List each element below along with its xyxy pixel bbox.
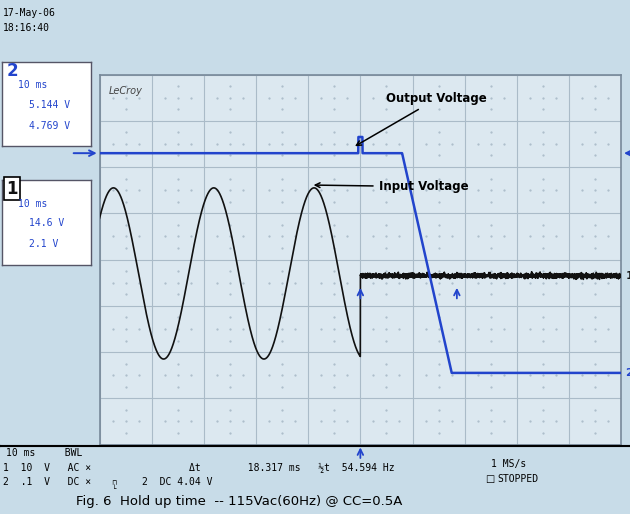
- Text: 17-May-06: 17-May-06: [3, 8, 56, 17]
- Text: 2  .1  V   DC ×: 2 .1 V DC ×: [3, 477, 91, 487]
- Text: 2: 2: [6, 62, 18, 80]
- Text: □: □: [485, 474, 495, 484]
- Text: Fig. 6  Hold up time  -- 115Vac(60Hz) @ CC=0.5A: Fig. 6 Hold up time -- 115Vac(60Hz) @ CC…: [76, 495, 403, 508]
- Text: LeCroy: LeCroy: [109, 86, 143, 96]
- Text: Output Voltage: Output Voltage: [357, 93, 487, 145]
- Text: 18:16:40: 18:16:40: [3, 23, 50, 33]
- Text: Δt        18.317 ms   ½t  54.594 Hz: Δt 18.317 ms ½t 54.594 Hz: [189, 463, 394, 472]
- Text: 10 ms     BWL: 10 ms BWL: [6, 448, 83, 458]
- Text: 2.1 V: 2.1 V: [29, 240, 58, 249]
- Text: Input Voltage: Input Voltage: [315, 180, 468, 193]
- Text: 2: 2: [626, 368, 630, 378]
- Text: 1 MS/s: 1 MS/s: [491, 459, 527, 469]
- Text: 5.144 V: 5.144 V: [29, 100, 70, 110]
- Text: 14.6 V: 14.6 V: [29, 218, 64, 228]
- Text: 1: 1: [626, 271, 630, 281]
- Text: STOPPED: STOPPED: [498, 474, 539, 484]
- Text: 10 ms: 10 ms: [18, 80, 47, 90]
- Text: 1  10  V   AC ×: 1 10 V AC ×: [3, 463, 91, 472]
- Text: 2  DC 4.04 V: 2 DC 4.04 V: [142, 477, 212, 487]
- Text: 10 ms: 10 ms: [18, 198, 47, 209]
- Text: 1: 1: [6, 180, 18, 198]
- Text: ┌┐
 └: ┌┐ └: [110, 479, 118, 492]
- Text: 4.769 V: 4.769 V: [29, 121, 70, 131]
